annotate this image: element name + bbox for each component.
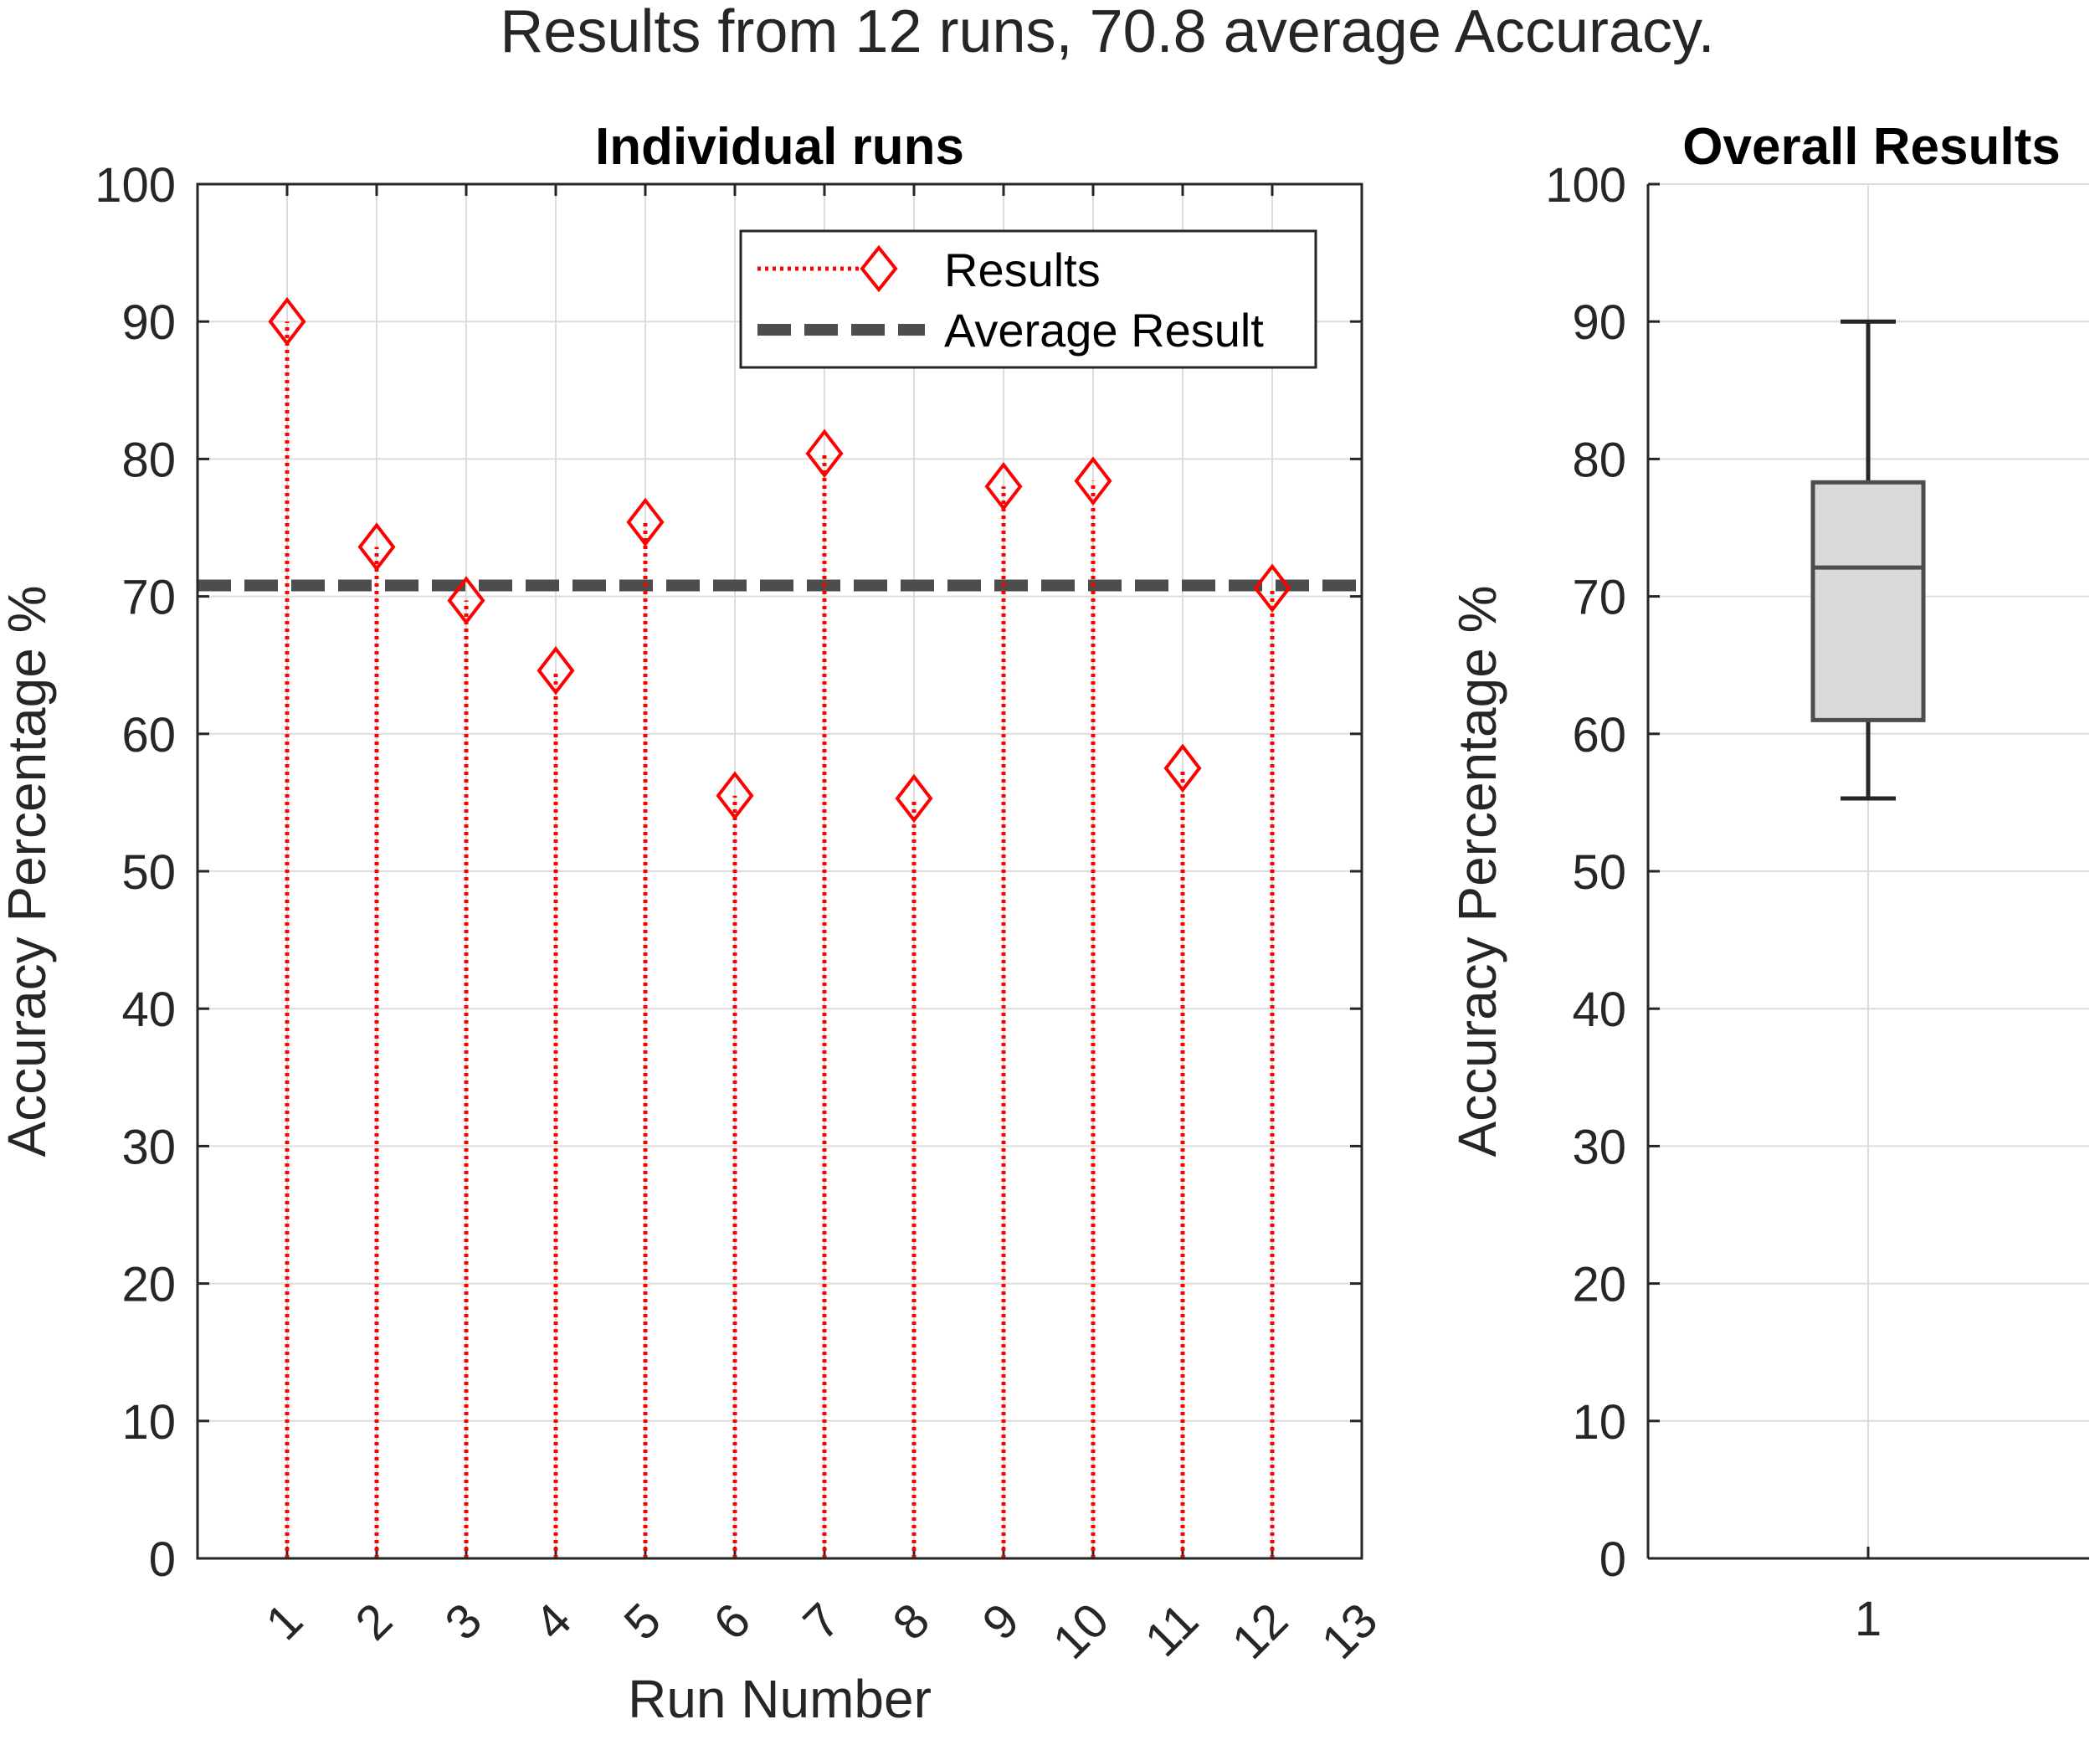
left-x-tick-label: 5 bbox=[614, 1593, 671, 1650]
result-diamond-marker bbox=[626, 497, 665, 547]
left-y-tick-label: 90 bbox=[121, 295, 176, 350]
left-y-tick-label: 30 bbox=[121, 1120, 176, 1174]
legend-results-label: Results bbox=[944, 244, 1101, 296]
right-x-tick-label: 1 bbox=[1855, 1592, 1882, 1646]
left-y-tick-label: 70 bbox=[121, 571, 176, 625]
legend-results-diamond-icon bbox=[860, 244, 898, 293]
left-panel-title: Individual runs bbox=[595, 118, 964, 176]
right-y-tick-label: 50 bbox=[1572, 845, 1626, 900]
right-y-tick-label: 20 bbox=[1572, 1258, 1626, 1312]
left-x-tick-label: 8 bbox=[882, 1593, 940, 1650]
left-y-tick-label: 20 bbox=[121, 1258, 176, 1312]
left-grid bbox=[198, 183, 1363, 1559]
left-y-tick-label: 40 bbox=[121, 983, 176, 1037]
left-y-tick-label: 80 bbox=[121, 433, 176, 487]
left-x-tick-label: 7 bbox=[793, 1593, 850, 1650]
right-y-tick-label: 30 bbox=[1572, 1120, 1626, 1174]
left-x-tick-label: 4 bbox=[524, 1593, 582, 1650]
result-diamond-marker bbox=[357, 522, 396, 572]
result-diamond-marker bbox=[1253, 563, 1291, 613]
left-x-tick-label: 12 bbox=[1222, 1593, 1299, 1670]
result-diamond-marker bbox=[984, 461, 1023, 511]
left-y-tick-label: 100 bbox=[95, 158, 176, 213]
result-diamond-marker bbox=[537, 645, 575, 695]
right-y-tick-label: 0 bbox=[1599, 1532, 1626, 1587]
left-x-tick-label: 1 bbox=[255, 1593, 313, 1650]
right-ticks: 0 10 20 30 40 50 60 70 80 90 100 1 bbox=[1545, 158, 2089, 1646]
result-diamond-marker bbox=[805, 429, 844, 479]
legend-box bbox=[739, 229, 1317, 369]
left-y-tick-label: 50 bbox=[121, 845, 176, 900]
left-x-tick-label: 9 bbox=[972, 1593, 1029, 1650]
left-x-tick-label: 6 bbox=[703, 1593, 761, 1650]
result-diamond-marker bbox=[268, 296, 306, 346]
right-y-tick-label: 80 bbox=[1572, 433, 1626, 487]
legend-average-label: Average Result bbox=[944, 304, 1264, 357]
result-diamond-marker bbox=[716, 771, 754, 820]
left-x-tick-label: 2 bbox=[345, 1593, 403, 1650]
left-y-tick-label: 60 bbox=[121, 708, 176, 762]
right-panel-title: Overall Results bbox=[1682, 118, 2060, 176]
iqr-box bbox=[1810, 480, 1926, 722]
result-diamond-marker bbox=[1163, 743, 1202, 793]
result-diamond-marker bbox=[895, 773, 933, 824]
left-y-tick-label: 10 bbox=[121, 1395, 176, 1450]
left-x-tick-label: 10 bbox=[1043, 1593, 1120, 1670]
figure-title: Results from 12 runs, 70.8 average Accur… bbox=[500, 0, 1714, 65]
legend: Results Average Result bbox=[739, 229, 1317, 369]
left-x-axis-label: Run Number bbox=[628, 1669, 932, 1729]
left-x-tick-label: 11 bbox=[1135, 1593, 1209, 1667]
right-y-tick-label: 40 bbox=[1572, 983, 1626, 1037]
right-y-tick-label: 100 bbox=[1545, 158, 1626, 213]
left-x-tick-label: 13 bbox=[1312, 1593, 1389, 1670]
left-x-tick-label: 3 bbox=[434, 1593, 492, 1650]
left-y-axis-label: Accuracy Percentage % bbox=[0, 586, 57, 1157]
right-y-tick-label: 70 bbox=[1572, 571, 1626, 625]
result-diamond-marker bbox=[447, 576, 485, 625]
results-stems bbox=[268, 296, 1291, 1558]
right-y-axis-label: Accuracy Percentage % bbox=[1447, 586, 1507, 1157]
result-diamond-marker bbox=[1074, 456, 1112, 506]
right-y-tick-label: 60 bbox=[1572, 708, 1626, 762]
left-y-tick-label: 0 bbox=[149, 1532, 176, 1587]
right-y-tick-label: 90 bbox=[1572, 295, 1626, 350]
left-axes-frame bbox=[196, 182, 1363, 1560]
right-y-tick-label: 10 bbox=[1572, 1395, 1626, 1450]
boxplot bbox=[1810, 319, 1926, 801]
